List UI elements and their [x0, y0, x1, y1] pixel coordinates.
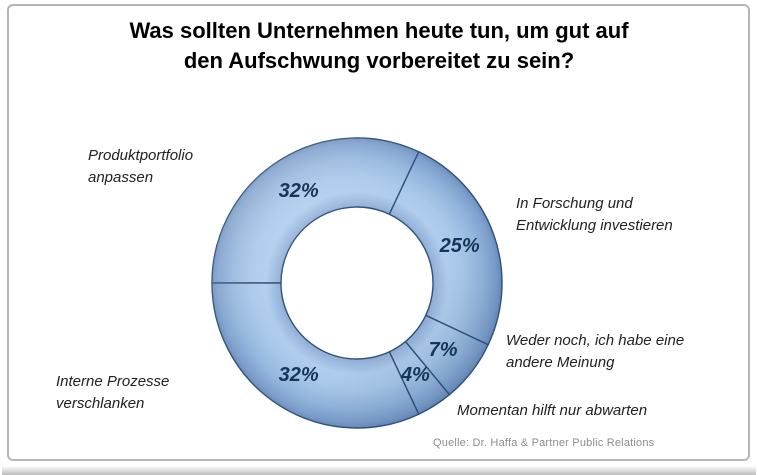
- category-label-produktportfolio-anpassen: Produktportfolio anpassen: [88, 147, 194, 186]
- donut-percent-labels: 32% 25% 7% 4% 32%: [279, 180, 480, 386]
- slice-percent-label-4: 32%: [279, 364, 319, 386]
- source-credit: Quelle: Dr. Haffa & Partner Public Relat…: [433, 437, 655, 449]
- donut-slices: [211, 137, 503, 429]
- slice-percent-label-0: 32%: [279, 180, 319, 202]
- category-label-momentan-abwarten: Momentan hilft nur abwarten: [457, 402, 648, 419]
- slice-percent-label-2: 7%: [429, 339, 458, 361]
- category-label-interne-prozesse: Interne Prozesse verschlanken: [56, 373, 170, 412]
- slice-percent-label-3: 4%: [400, 364, 430, 386]
- image-bottom-edge: [2, 466, 756, 475]
- donut-slice-4: [211, 282, 420, 429]
- donut-slice-0: [211, 137, 420, 284]
- category-label-forschung-entwicklung: In Forschung und Entwicklung investieren: [516, 195, 673, 234]
- chart-title: Was sollten Unternehmen heute tun, um gu…: [129, 18, 629, 73]
- slice-percent-label-1: 25%: [439, 235, 480, 257]
- category-label-weder-noch: Weder noch, ich habe eine andere Meinung: [506, 332, 685, 371]
